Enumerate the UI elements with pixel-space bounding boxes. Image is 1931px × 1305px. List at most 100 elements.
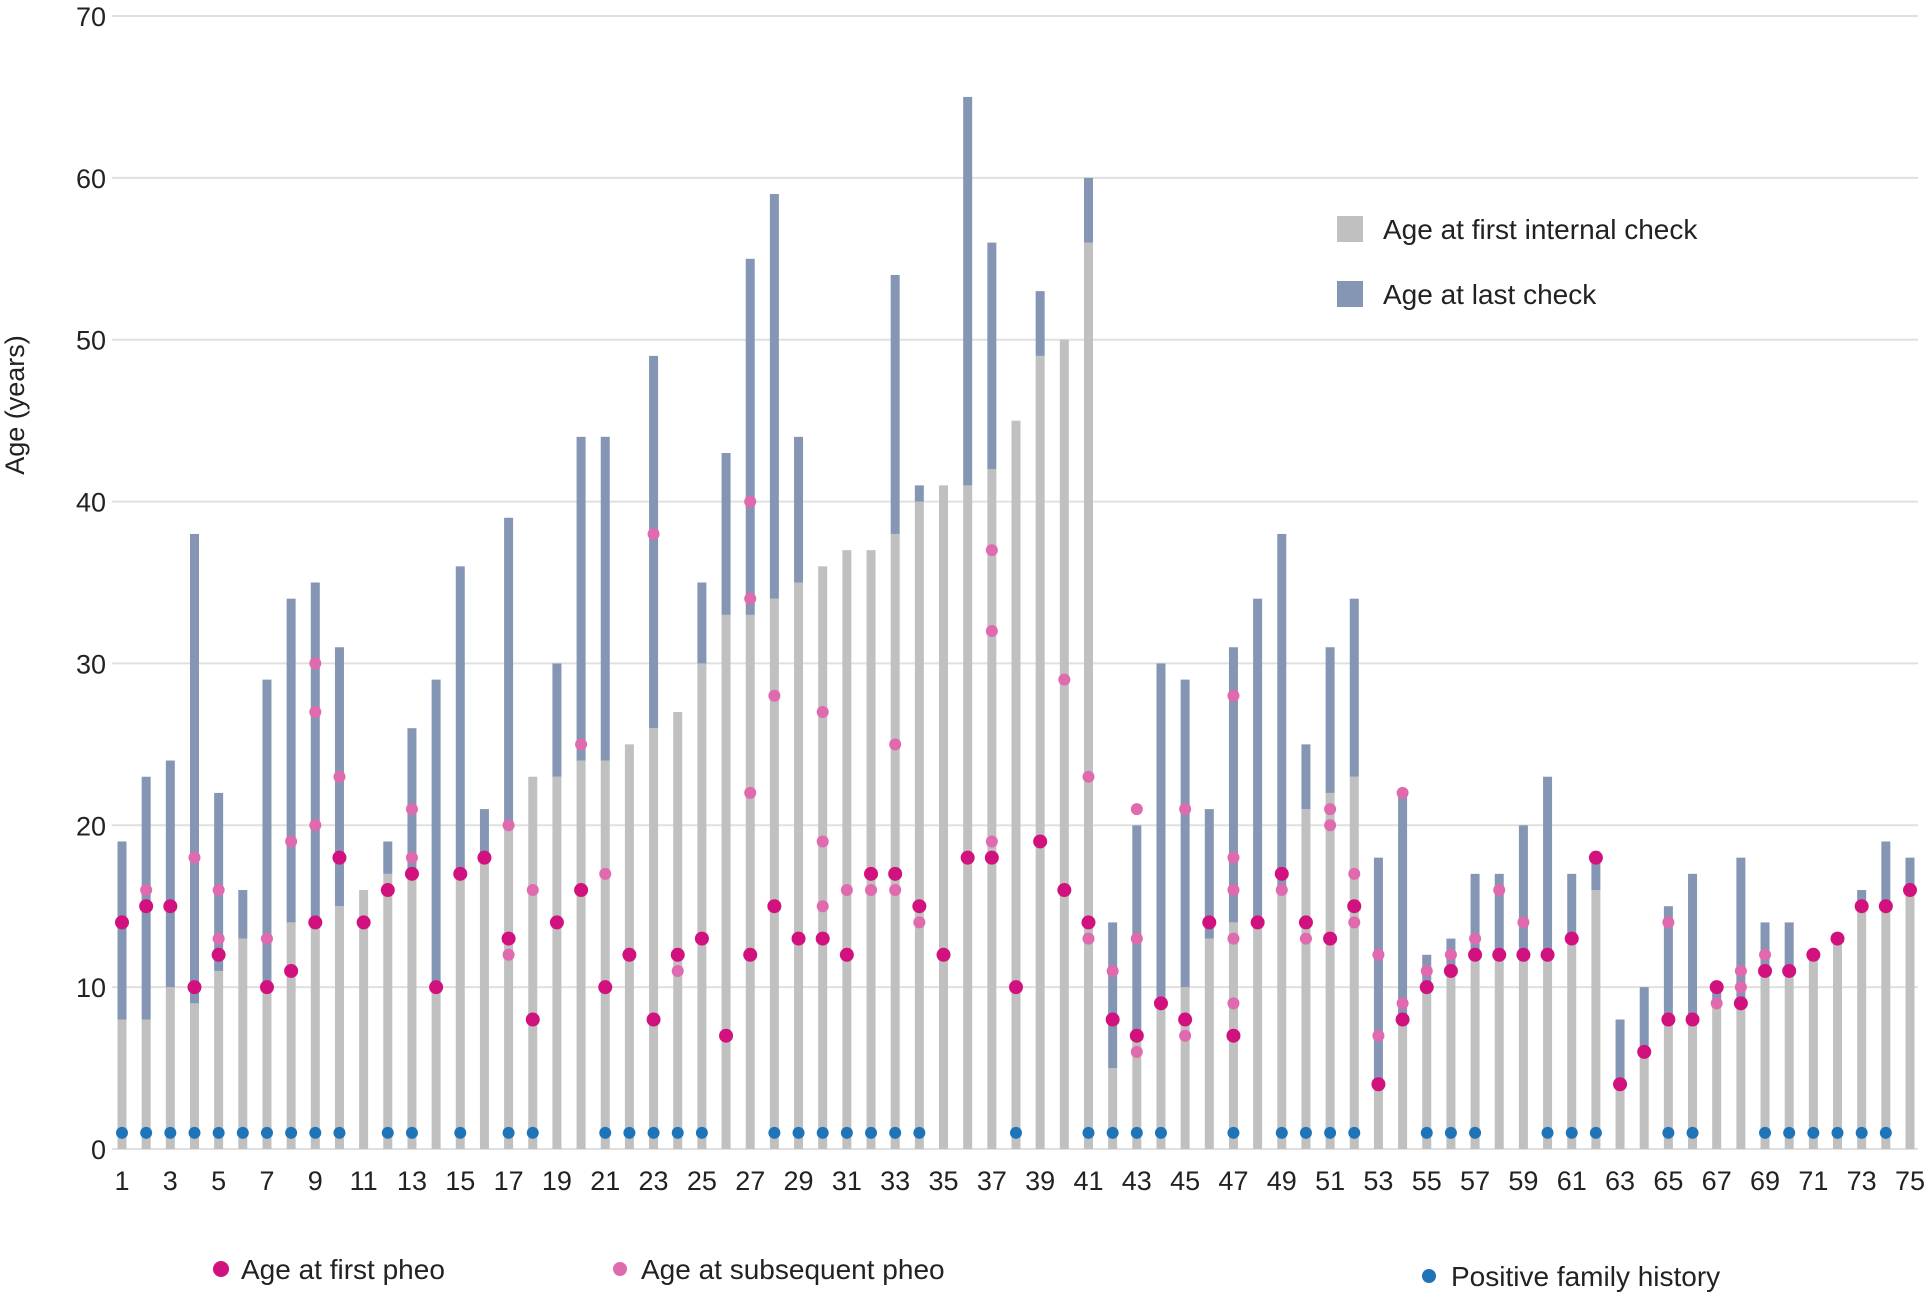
y-axis-ticks: 0 10 20 30 40 50 60 70 <box>76 2 106 1165</box>
dot-family-history <box>671 1126 684 1139</box>
dot-family-history <box>865 1126 878 1139</box>
x-tick-label: 39 <box>1025 1166 1055 1196</box>
dot-first-pheo <box>1709 980 1724 995</box>
dot-subsequent-pheo <box>1324 803 1337 816</box>
dot-family-history <box>792 1126 805 1139</box>
dot-first-pheo <box>936 947 951 962</box>
dot-subsequent-pheo <box>913 916 926 929</box>
dot-first-pheo <box>1613 1077 1628 1092</box>
dot-family-history <box>1324 1126 1337 1139</box>
x-tick-label: 17 <box>494 1166 524 1196</box>
dot-family-history <box>1227 1126 1240 1139</box>
bar-first-check <box>1301 809 1311 1149</box>
bar-first-check <box>1688 1019 1698 1149</box>
legend-label-family-history: Positive family history <box>1451 1261 1720 1292</box>
dot-subsequent-pheo <box>744 495 757 508</box>
bar-first-check <box>987 469 997 1149</box>
x-tick-label: 65 <box>1653 1166 1683 1196</box>
bar-last-check <box>1663 906 1673 1020</box>
bar-first-check <box>1663 1019 1673 1149</box>
x-tick-label: 35 <box>928 1166 958 1196</box>
bar-last-check <box>769 194 779 599</box>
bar-last-check <box>987 242 997 470</box>
dot-first-pheo <box>356 915 371 930</box>
dot-first-pheo <box>1685 1012 1700 1027</box>
bar-last-check <box>238 890 248 939</box>
bar-first-check <box>383 873 393 1149</box>
dot-family-history <box>695 1126 708 1139</box>
dot-first-pheo <box>332 850 347 865</box>
bar-last-check <box>745 258 755 615</box>
dot-family-history <box>647 1126 660 1139</box>
y-axis-title: Age (years) <box>0 335 30 475</box>
dot-family-history <box>309 1126 322 1139</box>
dot-subsequent-pheo <box>526 884 539 897</box>
dot-subsequent-pheo <box>188 851 201 864</box>
bar-first-check <box>286 922 296 1149</box>
bar-last-check <box>1543 776 1553 955</box>
dot-subsequent-pheo <box>671 964 684 977</box>
dot-family-history <box>116 1126 128 1139</box>
y-tick-label: 20 <box>76 811 106 841</box>
x-tick-label: 41 <box>1073 1166 1103 1196</box>
bar-last-check <box>1204 809 1214 939</box>
dot-first-pheo <box>646 1012 661 1027</box>
dot-first-pheo <box>1758 963 1773 978</box>
bar-last-check <box>697 582 707 664</box>
x-tick-label: 63 <box>1605 1166 1635 1196</box>
dot-family-history <box>1010 1126 1022 1139</box>
bar-first-check <box>1398 1019 1408 1149</box>
dot-first-pheo <box>1782 963 1797 978</box>
bar-first-check <box>1349 776 1359 1149</box>
dot-subsequent-pheo <box>260 932 273 945</box>
x-tick-label: 53 <box>1363 1166 1393 1196</box>
bar-last-check <box>914 485 924 502</box>
dot-family-history <box>188 1126 201 1139</box>
x-tick-label: 61 <box>1557 1166 1587 1196</box>
bars <box>117 96 1915 1150</box>
dot-family-history <box>1662 1126 1675 1139</box>
x-tick-label: 67 <box>1702 1166 1732 1196</box>
dot-family-history <box>381 1126 394 1139</box>
dot-first-pheo <box>719 1028 734 1043</box>
bar-first-check <box>1011 420 1021 1150</box>
dot-family-history <box>1879 1126 1892 1139</box>
dot-subsequent-pheo <box>1275 884 1288 897</box>
bar-last-check <box>1567 873 1577 939</box>
x-tick-label: 49 <box>1267 1166 1297 1196</box>
bar-last-check <box>1760 922 1770 971</box>
bar-last-check <box>1228 647 1238 923</box>
x-axis-ticks: 1 3 5 7 9 11 13 15 17 19 21 23 25 27 29 31 33 35 37 39 41 43 4… <box>114 1166 1925 1196</box>
bar-first-check <box>1808 954 1818 1149</box>
dot-first-pheo <box>1081 915 1096 930</box>
bar-first-check <box>939 485 949 1149</box>
dot-first-pheo <box>1637 1044 1652 1059</box>
dot-family-history <box>599 1126 612 1139</box>
y-tick-label: 40 <box>76 488 106 518</box>
dot-family-history <box>212 1126 225 1139</box>
x-tick-label: 33 <box>880 1166 910 1196</box>
bar-last-check <box>407 728 417 874</box>
x-tick-label: 11 <box>350 1166 378 1196</box>
dot-family-history <box>623 1126 636 1139</box>
dot-subsequent-pheo <box>1082 770 1095 783</box>
bar-first-check <box>1518 954 1528 1149</box>
bar-last-check <box>1881 841 1891 907</box>
dot-subsequent-pheo <box>1348 916 1361 929</box>
bar-first-check <box>721 614 731 1149</box>
dot-subsequent-pheo <box>768 689 781 702</box>
dot-family-history <box>816 1126 829 1139</box>
dot-first-pheo <box>284 963 299 978</box>
bar-last-check <box>1108 922 1118 1069</box>
bar-last-check <box>286 598 296 923</box>
dot-family-history <box>1082 1126 1095 1139</box>
bar-first-check <box>794 582 804 1149</box>
dot-subsequent-pheo <box>502 948 515 961</box>
bar-last-check <box>310 582 320 923</box>
bar-first-check <box>866 550 876 1149</box>
dot-first-pheo <box>694 931 709 946</box>
dot-first-pheo <box>1129 1028 1144 1043</box>
dot-family-history <box>1154 1126 1167 1139</box>
dot-first-pheo <box>1395 1012 1410 1027</box>
bar-last-check <box>1905 857 1915 891</box>
